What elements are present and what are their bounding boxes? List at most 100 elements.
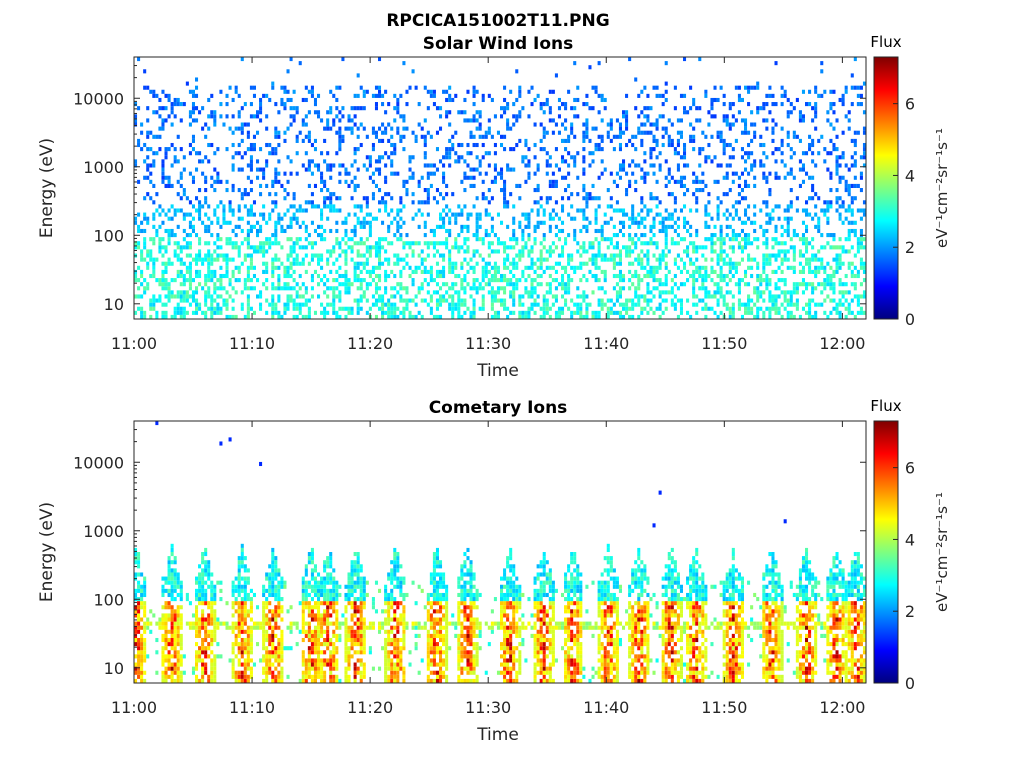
heatmap-cell: [798, 114, 802, 119]
heatmap-cell: [542, 314, 546, 319]
heatmap-cell: [344, 273, 348, 279]
heatmap-cell: [783, 241, 787, 246]
heatmap-cell: [237, 613, 241, 618]
heatmap-cell: [841, 97, 845, 103]
heatmap-cell: [707, 142, 711, 148]
heatmap-cell: [198, 678, 202, 683]
heatmap-cell: [835, 253, 839, 258]
heatmap-cell: [548, 306, 552, 311]
heatmap-cell: [359, 208, 363, 213]
heatmap-cell: [170, 278, 174, 283]
heatmap-cell: [640, 200, 644, 205]
heatmap-cell: [856, 241, 860, 246]
heatmap-cell: [798, 282, 802, 287]
heatmap-cell: [298, 310, 302, 315]
heatmap-cell: [134, 118, 138, 123]
heatmap-cell: [137, 57, 141, 62]
heatmap-cell: [780, 278, 784, 283]
heatmap-cell: [396, 171, 400, 176]
heatmap-cell: [811, 257, 815, 262]
heatmap-cell: [310, 245, 314, 250]
heatmap-cell: [664, 126, 668, 131]
heatmap-cell: [198, 282, 202, 287]
heatmap-cell: [554, 261, 558, 266]
heatmap-cell: [747, 306, 751, 311]
heatmap-cell: [167, 662, 171, 667]
heatmap-cell: [277, 110, 281, 115]
heatmap-cell: [475, 216, 479, 221]
heatmap-cell: [600, 97, 604, 103]
colorbar-tick-label: 0: [905, 310, 915, 329]
heatmap-cell: [201, 576, 205, 581]
heatmap-cell: [350, 310, 354, 315]
heatmap-cell: [527, 310, 531, 315]
heatmap-cell: [469, 134, 473, 139]
heatmap-cell: [137, 637, 141, 643]
heatmap-cell: [374, 102, 378, 107]
heatmap-cell: [451, 245, 455, 250]
heatmap-cell: [265, 237, 269, 242]
heatmap-cell: [143, 314, 147, 319]
heatmap-cell: [847, 118, 851, 123]
heatmap-cell: [853, 286, 857, 291]
heatmap-cell: [393, 216, 397, 221]
heatmap-cell: [234, 633, 238, 638]
heatmap-cell: [707, 273, 711, 279]
x-tick-label: 11:10: [229, 334, 275, 353]
heatmap-cell: [201, 613, 205, 618]
heatmap-cell: [326, 151, 330, 156]
heatmap-cell: [695, 302, 699, 307]
heatmap-cell: [292, 212, 296, 217]
heatmap-cell: [219, 237, 223, 242]
heatmap-cell: [304, 228, 308, 234]
heatmap-cell: [356, 298, 360, 303]
heatmap-cell: [188, 273, 192, 279]
heatmap-cell: [140, 253, 144, 258]
heatmap-cell: [378, 155, 382, 160]
heatmap-cell: [198, 253, 202, 258]
heatmap-cell: [591, 245, 595, 250]
heatmap-cell: [734, 208, 738, 213]
heatmap-cell: [765, 241, 769, 246]
heatmap-cell: [649, 290, 653, 295]
heatmap-cell: [195, 253, 199, 258]
heatmap-cell: [329, 302, 333, 307]
heatmap-cell: [356, 147, 360, 152]
heatmap-cell: [469, 310, 473, 315]
heatmap-cell: [176, 633, 180, 638]
heatmap-cell: [539, 261, 543, 266]
heatmap-cell: [557, 216, 561, 221]
heatmap-cell: [667, 249, 671, 254]
heatmap-cell: [719, 228, 723, 234]
heatmap-cell: [533, 302, 537, 307]
heatmap-cell: [460, 110, 464, 115]
heatmap-cell: [384, 89, 388, 94]
heatmap-cell: [179, 613, 183, 618]
heatmap-cell: [179, 314, 183, 319]
heatmap-cell: [481, 298, 485, 303]
heatmap-cell: [783, 163, 787, 168]
heatmap-cell: [210, 306, 214, 311]
heatmap-cell: [134, 588, 138, 593]
heatmap-cell: [683, 261, 687, 266]
heatmap-cell: [801, 265, 805, 270]
heatmap-cell: [792, 245, 796, 250]
heatmap-cell: [826, 216, 830, 221]
heatmap-cell: [188, 253, 192, 258]
heatmap-cell: [536, 93, 540, 98]
heatmap-cell: [469, 130, 473, 135]
heatmap-cell: [658, 257, 662, 262]
heatmap-cell: [420, 282, 424, 287]
heatmap-cell: [545, 298, 549, 303]
heatmap-cell: [231, 662, 235, 667]
heatmap-cell: [725, 171, 729, 176]
heatmap-cell: [841, 220, 845, 225]
heatmap-cell: [728, 237, 732, 242]
heatmap-cell: [734, 212, 738, 217]
heatmap-cell: [289, 286, 293, 291]
heatmap-cell: [667, 134, 671, 139]
heatmap-cell: [823, 286, 827, 291]
heatmap-cell: [570, 253, 574, 258]
heatmap-cell: [716, 302, 720, 307]
heatmap-cell: [332, 278, 336, 283]
